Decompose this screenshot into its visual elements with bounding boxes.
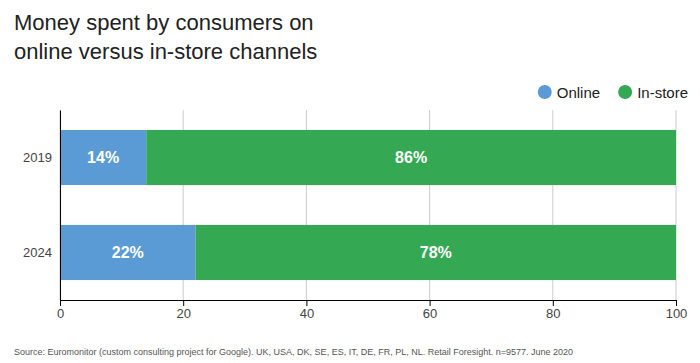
data-labels: 22% 14% 78% 86%	[87, 149, 452, 261]
axis-line	[61, 301, 677, 307]
legend-marker	[618, 85, 632, 99]
data-label: 22%	[112, 244, 144, 261]
bar	[146, 130, 676, 185]
legend-label: In-store	[637, 84, 688, 101]
tick-mark	[183, 300, 184, 306]
tick: 40	[300, 300, 314, 321]
y-axis: 2024 2019	[23, 111, 60, 301]
tick-mark	[430, 300, 431, 306]
grid-line	[60, 110, 61, 300]
tick: 20	[176, 300, 190, 321]
bars	[60, 130, 676, 280]
plot: 22% 14% 78% 86% 0 20 40 60 80 100 2024 2019	[23, 110, 687, 321]
legend-marker	[538, 85, 552, 99]
title-line: Money spent by consumers on	[14, 10, 314, 35]
tick: 100	[666, 300, 688, 321]
bar	[196, 225, 676, 280]
grid	[60, 110, 676, 300]
tick: 2024	[23, 245, 52, 260]
tick-label: 40	[300, 306, 314, 321]
tick-label: 80	[546, 306, 560, 321]
annotation: Source: Euromonitor (custom consulting p…	[14, 347, 573, 357]
tick-label: 2024	[23, 245, 52, 260]
bar	[60, 130, 146, 185]
bar	[60, 225, 196, 280]
tick: 0	[57, 300, 64, 321]
legend-label: Online	[557, 84, 600, 101]
tick: 80	[546, 300, 560, 321]
legend-item: Online	[538, 84, 600, 101]
title: Money spent by consumers on online versus…	[14, 10, 317, 64]
series-bars	[146, 130, 676, 280]
tick: 60	[423, 300, 437, 321]
data-label: 14%	[87, 149, 119, 166]
tick: 2019	[23, 150, 52, 165]
axis-line	[60, 111, 61, 301]
data-label: 78%	[420, 244, 452, 261]
chart: Money spent by consumers on online versus…	[0, 0, 700, 363]
tick-label: 2019	[23, 150, 52, 165]
tick-mark	[60, 300, 61, 306]
legend-item: In-store	[618, 84, 688, 101]
tick-label: 100	[666, 306, 688, 321]
tick-label: 60	[423, 306, 437, 321]
x-axis: 0 20 40 60 80 100	[57, 300, 687, 321]
title-line: online versus in-store channels	[14, 39, 317, 64]
legend: Online In-store	[538, 84, 688, 101]
tick-label: 20	[176, 306, 190, 321]
data-label: 86%	[395, 149, 427, 166]
tick-mark	[306, 300, 307, 306]
tick-label: 0	[57, 306, 64, 321]
tick-mark	[553, 300, 554, 306]
tick-mark	[676, 300, 677, 306]
